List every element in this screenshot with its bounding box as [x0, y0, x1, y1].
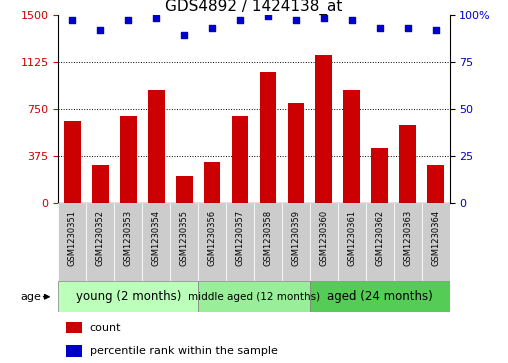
Text: count: count: [90, 323, 121, 333]
Text: percentile rank within the sample: percentile rank within the sample: [90, 346, 277, 356]
Bar: [226, 203, 254, 281]
Bar: [315, 56, 332, 203]
Point: [347, 17, 356, 23]
Point: [403, 25, 411, 30]
Bar: [282, 203, 310, 281]
Bar: [148, 90, 165, 203]
Point: [375, 25, 384, 30]
Bar: [260, 72, 276, 203]
Text: middle aged (12 months): middle aged (12 months): [188, 292, 320, 302]
Bar: [394, 203, 422, 281]
Bar: [64, 122, 81, 203]
Bar: [142, 203, 170, 281]
Bar: [66, 345, 82, 357]
Bar: [58, 203, 86, 281]
Text: GSM1230352: GSM1230352: [96, 209, 105, 265]
Text: GSM1230357: GSM1230357: [236, 209, 244, 266]
Bar: [343, 90, 360, 203]
Point: [431, 27, 439, 33]
Bar: [366, 203, 394, 281]
Text: GSM1230358: GSM1230358: [264, 209, 272, 266]
Bar: [170, 203, 198, 281]
Text: age: age: [20, 292, 41, 302]
Bar: [310, 203, 338, 281]
Bar: [254, 203, 282, 281]
Text: GSM1230359: GSM1230359: [292, 209, 300, 265]
Point: [236, 17, 244, 23]
Bar: [371, 148, 388, 203]
Text: young (2 months): young (2 months): [76, 290, 181, 303]
Text: GSM1230360: GSM1230360: [320, 209, 328, 266]
Text: GSM1230363: GSM1230363: [403, 209, 412, 266]
Bar: [120, 117, 137, 203]
Point: [68, 17, 76, 23]
Bar: [427, 165, 444, 203]
Point: [180, 32, 188, 38]
Title: GDS4892 / 1424138_at: GDS4892 / 1424138_at: [165, 0, 343, 15]
Bar: [92, 165, 109, 203]
Point: [264, 13, 272, 19]
Bar: [114, 203, 142, 281]
Bar: [198, 281, 310, 312]
Text: GSM1230355: GSM1230355: [180, 209, 188, 265]
Text: aged (24 months): aged (24 months): [327, 290, 433, 303]
Text: GSM1230364: GSM1230364: [431, 209, 440, 266]
Bar: [66, 322, 82, 333]
Bar: [310, 281, 450, 312]
Text: GSM1230351: GSM1230351: [68, 209, 77, 265]
Bar: [198, 203, 226, 281]
Bar: [176, 176, 193, 203]
Point: [96, 27, 104, 33]
Text: GSM1230353: GSM1230353: [124, 209, 133, 266]
Text: GSM1230361: GSM1230361: [347, 209, 356, 266]
Point: [124, 17, 132, 23]
Point: [292, 17, 300, 23]
Bar: [86, 203, 114, 281]
Point: [152, 15, 160, 21]
Bar: [422, 203, 450, 281]
Point: [320, 15, 328, 21]
Bar: [58, 281, 198, 312]
Text: GSM1230354: GSM1230354: [152, 209, 161, 265]
Bar: [232, 117, 248, 203]
Bar: [204, 162, 220, 203]
Bar: [338, 203, 366, 281]
Text: GSM1230362: GSM1230362: [375, 209, 384, 266]
Text: GSM1230356: GSM1230356: [208, 209, 216, 266]
Bar: [288, 103, 304, 203]
Point: [208, 25, 216, 30]
Bar: [399, 125, 416, 203]
